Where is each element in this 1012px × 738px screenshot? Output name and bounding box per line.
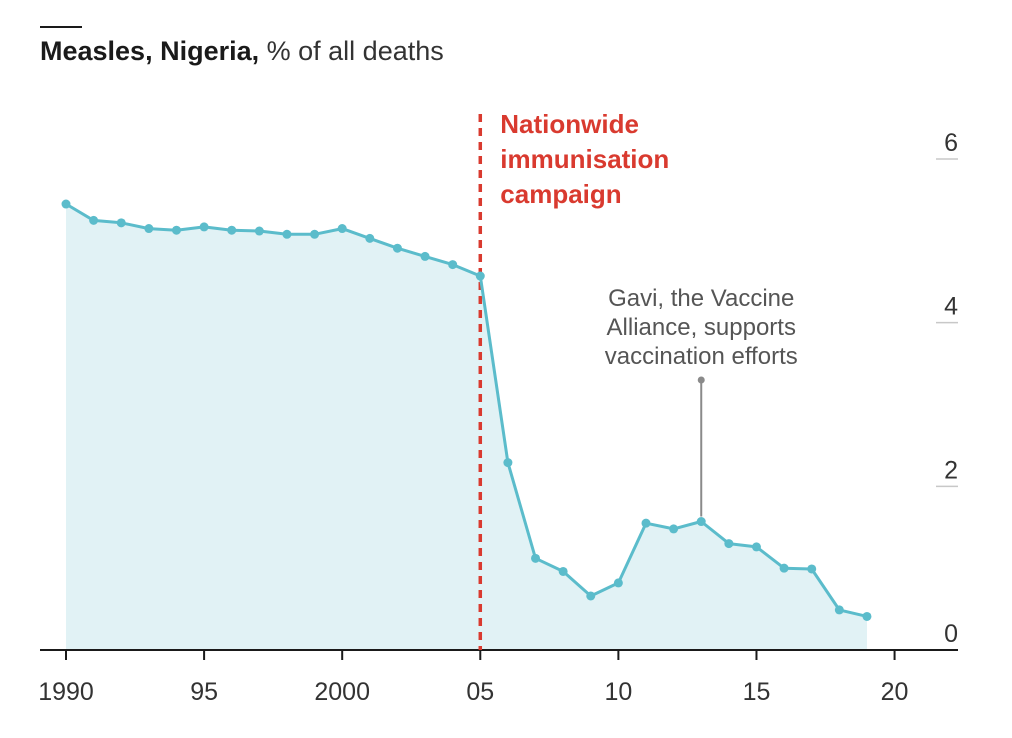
- data-point: [807, 564, 817, 574]
- x-tick-label: 2000: [314, 678, 370, 706]
- data-point: [751, 542, 761, 552]
- x-tick-label: 95: [190, 678, 218, 706]
- chart-title: Measles, Nigeria, % of all deaths: [40, 36, 444, 67]
- x-tick-label: 10: [604, 678, 632, 706]
- y-axis: 0 2 4 6: [936, 129, 958, 648]
- data-point: [834, 605, 844, 615]
- chart-title-unit: % of all deaths: [266, 36, 444, 66]
- data-point: [862, 611, 872, 621]
- data-point: [779, 563, 789, 573]
- y-tick-label: 4: [944, 293, 958, 321]
- data-point: [669, 524, 679, 534]
- data-point: [282, 229, 292, 239]
- data-point: [613, 578, 623, 588]
- data-point: [392, 243, 402, 253]
- data-point: [61, 199, 71, 209]
- data-point: [227, 225, 237, 235]
- campaign-label-line: immunisation: [500, 144, 669, 174]
- data-point: [475, 271, 485, 281]
- y-tick-label: 2: [944, 456, 958, 484]
- data-point: [365, 233, 375, 243]
- data-point: [696, 517, 706, 527]
- data-point: [199, 222, 209, 232]
- campaign-label-line: campaign: [500, 179, 621, 209]
- x-tick-label: 1990: [38, 678, 94, 706]
- data-point: [448, 260, 458, 270]
- data-point: [116, 218, 126, 228]
- data-point: [171, 225, 181, 235]
- data-point: [531, 553, 541, 563]
- y-tick-label: 0: [944, 620, 958, 648]
- x-tick-label: 20: [881, 678, 909, 706]
- data-point: [503, 458, 513, 468]
- data-point: [254, 226, 264, 236]
- y-tick-label: 6: [944, 129, 958, 157]
- x-axis: 1990 95 2000 05 10 15 20: [38, 650, 908, 706]
- annotations: Nationwide immunisation campaign Gavi, the …: [478, 109, 798, 650]
- gavi-label-line: Gavi, the Vaccine: [608, 285, 794, 312]
- data-point: [641, 518, 651, 528]
- title-rule: [40, 26, 82, 28]
- campaign-label: Nationwide immunisation campaign: [500, 109, 669, 209]
- gavi-label: Gavi, the Vaccine Alliance, supports vacci…: [605, 285, 798, 370]
- gavi-leader-dot: [697, 376, 705, 384]
- data-point: [337, 224, 347, 234]
- series-line: [65, 202, 868, 618]
- campaign-label-line: Nationwide: [500, 109, 639, 139]
- gavi-label-line: vaccination efforts: [605, 343, 798, 370]
- area-fill: [66, 204, 867, 650]
- chart-title-main: Measles, Nigeria,: [40, 36, 260, 66]
- gavi-label-line: Alliance, supports: [607, 314, 796, 341]
- data-point: [586, 591, 596, 601]
- data-point: [310, 229, 320, 239]
- x-tick-label: 05: [466, 678, 494, 706]
- data-point: [558, 566, 568, 576]
- data-point: [420, 251, 430, 261]
- x-tick-label: 15: [743, 678, 771, 706]
- data-point: [89, 215, 99, 225]
- data-point: [144, 224, 154, 234]
- data-point: [724, 539, 734, 549]
- series-points: [61, 199, 872, 621]
